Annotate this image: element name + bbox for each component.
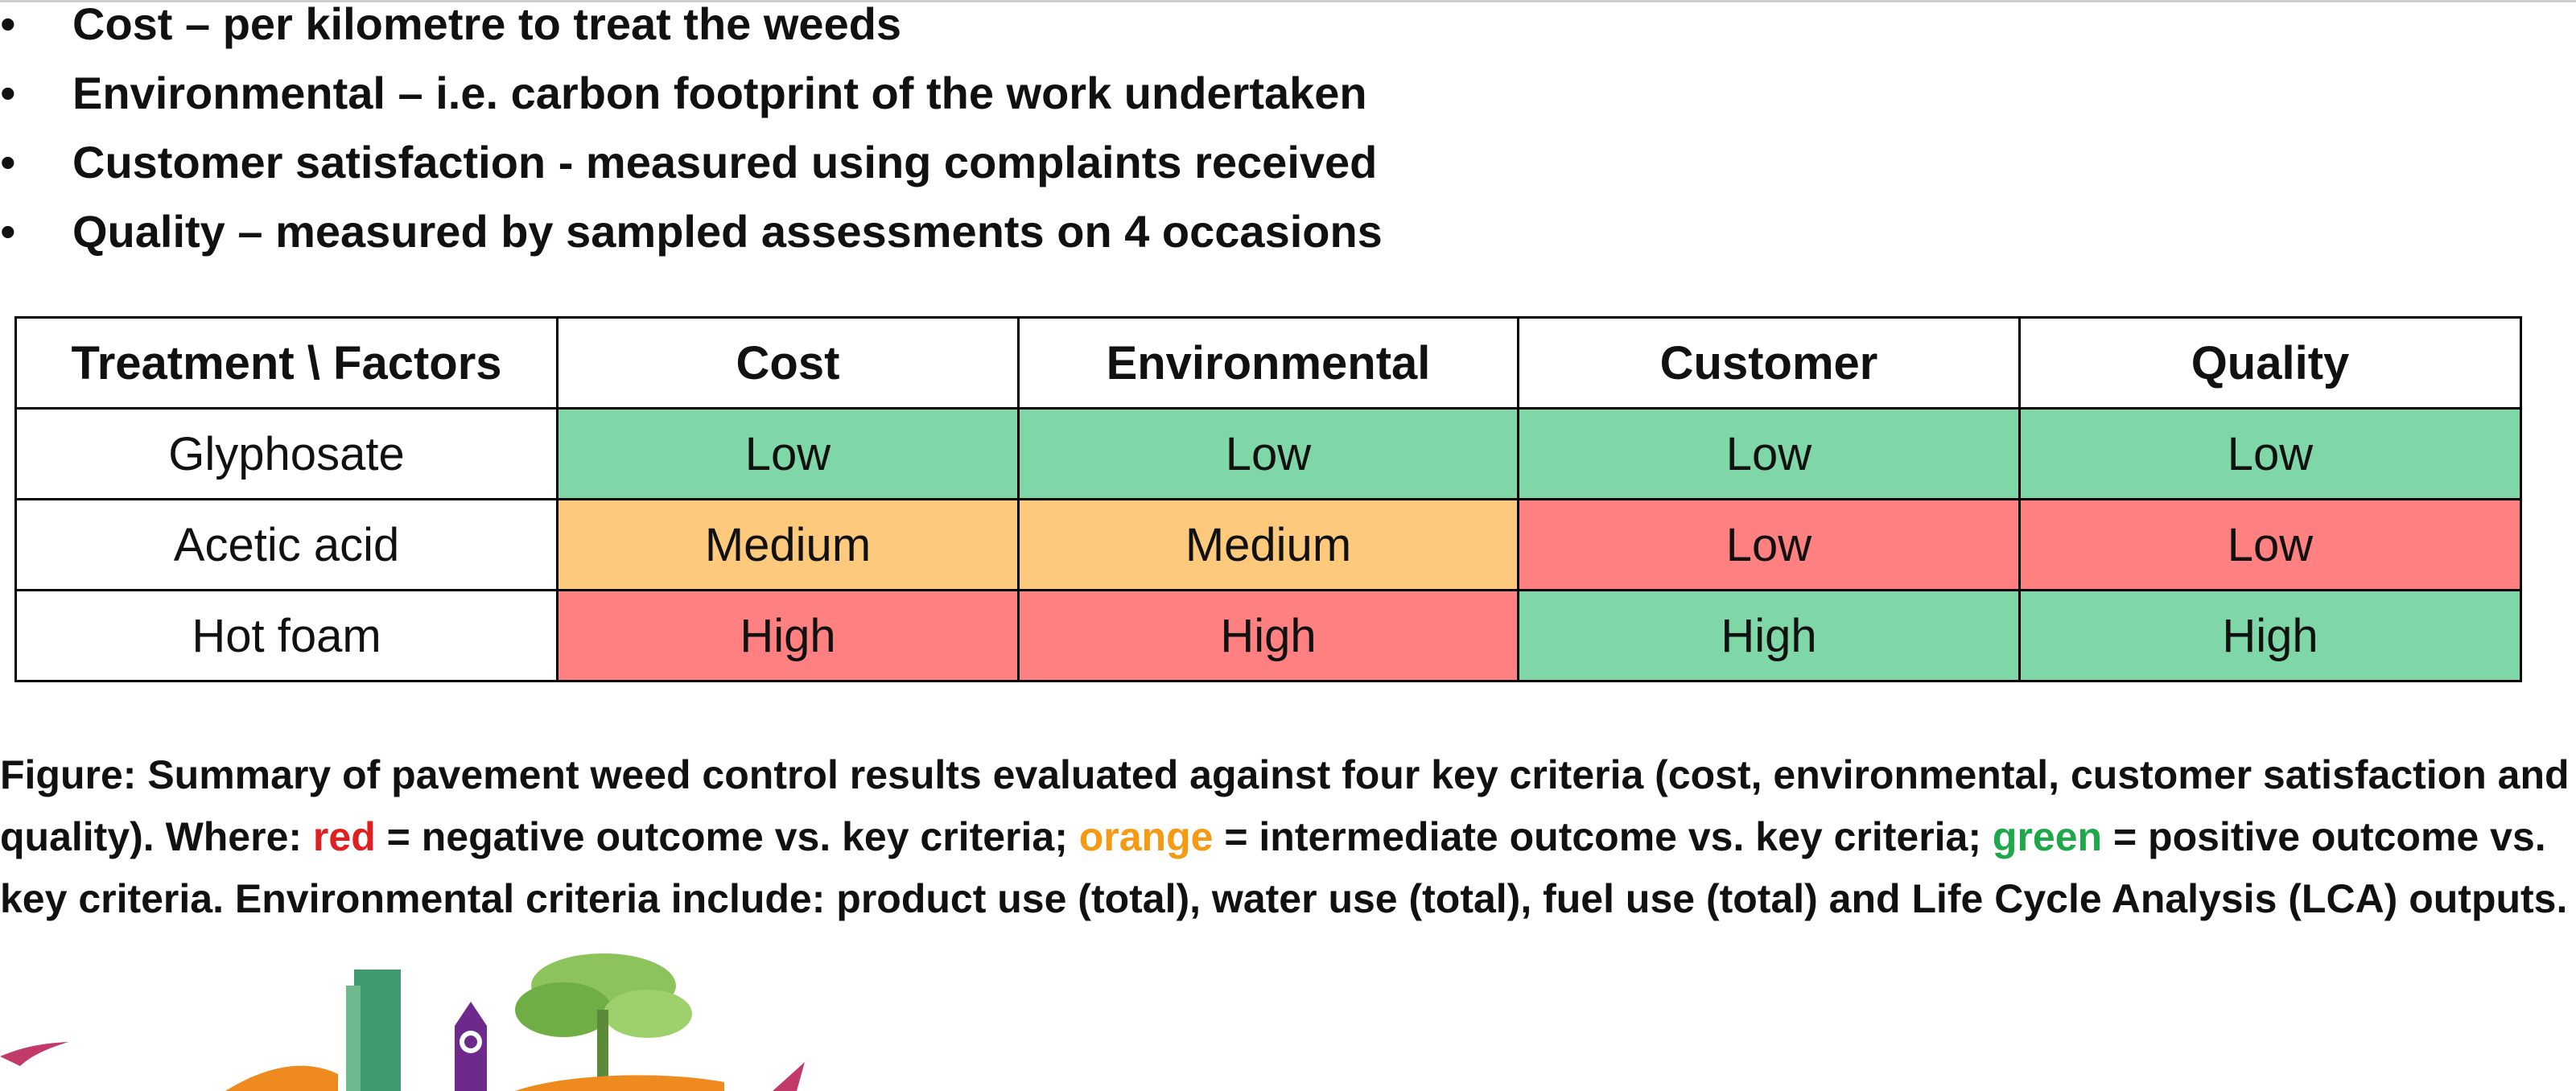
rating-cell: Medium bbox=[556, 498, 1020, 591]
criteria-text: Environmental – i.e. carbon footprint of… bbox=[72, 68, 1367, 118]
header-environmental: Environmental bbox=[1017, 316, 1519, 410]
caption-red-word: red bbox=[312, 814, 376, 859]
header-cost: Cost bbox=[556, 316, 1020, 410]
rating-cell: High bbox=[556, 589, 1020, 682]
rating-cell: Low bbox=[2018, 407, 2522, 500]
header-quality: Quality bbox=[2018, 316, 2522, 410]
criteria-list: • Cost – per kilometre to treat the weed… bbox=[0, 0, 1931, 277]
rating-cell: Low bbox=[1017, 407, 1519, 500]
caption-text: = negative outcome vs. key criteria; bbox=[375, 814, 1079, 859]
table-row: Hot foam High High High High bbox=[14, 589, 2522, 682]
rating-cell: High bbox=[1517, 589, 2021, 682]
figure-caption: Figure: Summary of pavement weed control… bbox=[0, 744, 2571, 930]
bullet-dot: • bbox=[0, 206, 16, 257]
header-treatment-factors: Treatment \ Factors bbox=[14, 316, 558, 410]
rating-cell: High bbox=[2018, 589, 2522, 682]
criteria-item-environmental: • Environmental – i.e. carbon footprint … bbox=[0, 69, 1931, 138]
rating-cell: Medium bbox=[1017, 498, 1519, 591]
city-skyline-logo-icon bbox=[0, 953, 805, 1091]
caption-text: Figure: Summary of pavement weed control… bbox=[0, 752, 2570, 859]
criteria-text: Customer satisfaction - measured using c… bbox=[72, 137, 1378, 187]
caption-text: = positive outcome vs. key criteria. Env… bbox=[0, 814, 2568, 921]
header-customer: Customer bbox=[1517, 316, 2021, 410]
rating-cell: Low bbox=[556, 407, 1020, 500]
treatment-name: Acetic acid bbox=[14, 498, 558, 591]
treatment-name: Hot foam bbox=[14, 589, 558, 682]
rating-cell: High bbox=[1017, 589, 1519, 682]
caption-green-word: green bbox=[1992, 814, 2103, 859]
criteria-text: Quality – measured by sampled assessment… bbox=[72, 206, 1383, 257]
table-row: Acetic acid Medium Medium Low Low bbox=[14, 498, 2522, 591]
bullet-dot: • bbox=[0, 137, 16, 187]
caption-orange-word: orange bbox=[1078, 814, 1214, 859]
table-header-row: Treatment \ Factors Cost Environmental C… bbox=[14, 316, 2522, 410]
criteria-item-customer: • Customer satisfaction - measured using… bbox=[0, 138, 1931, 208]
table-row: Glyphosate Low Low Low Low bbox=[14, 407, 2522, 500]
criteria-text: Cost – per kilometre to treat the weeds bbox=[72, 0, 902, 49]
criteria-item-cost: • Cost – per kilometre to treat the weed… bbox=[0, 0, 1931, 69]
rating-cell: Low bbox=[1517, 498, 2021, 591]
rating-cell: Low bbox=[2018, 498, 2522, 591]
criteria-item-quality: • Quality – measured by sampled assessme… bbox=[0, 208, 1931, 277]
top-divider bbox=[0, 0, 2576, 2]
caption-text: = intermediate outcome vs. key criteria; bbox=[1213, 814, 1993, 859]
rating-cell: Low bbox=[1517, 407, 2021, 500]
results-table: Treatment \ Factors Cost Environmental C… bbox=[14, 316, 2522, 682]
treatment-name: Glyphosate bbox=[14, 407, 558, 500]
bullet-dot: • bbox=[0, 68, 16, 118]
bullet-dot: • bbox=[0, 0, 16, 49]
